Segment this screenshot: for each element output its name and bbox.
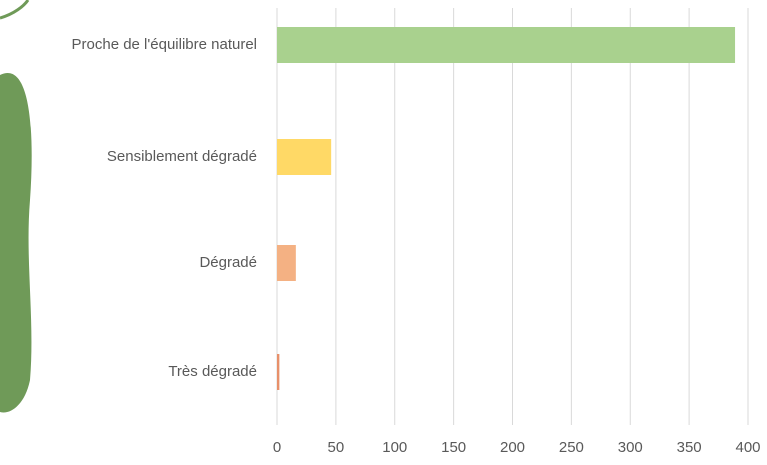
x-tick-label: 50 (328, 439, 345, 456)
bar (277, 245, 296, 281)
x-tick-label: 100 (382, 439, 407, 456)
bar (277, 27, 736, 63)
x-tick-label: 200 (500, 439, 525, 456)
decorative-arc (0, 0, 30, 20)
y-tick-label: Sensiblement dégradé (107, 148, 257, 165)
x-tick-label: 350 (677, 439, 702, 456)
bar (277, 354, 280, 390)
x-tick-label: 300 (618, 439, 643, 456)
y-tick-label: Très dégradé (168, 363, 257, 380)
y-tick-label: Proche de l'équilibre naturel (72, 36, 257, 53)
x-tick-label: 0 (273, 439, 281, 456)
decorative-blob (0, 72, 32, 413)
x-tick-label: 400 (735, 439, 760, 456)
bar (277, 139, 332, 175)
x-tick-label: 150 (441, 439, 466, 456)
y-tick-label: Dégradé (199, 254, 257, 271)
x-tick-label: 250 (559, 439, 584, 456)
